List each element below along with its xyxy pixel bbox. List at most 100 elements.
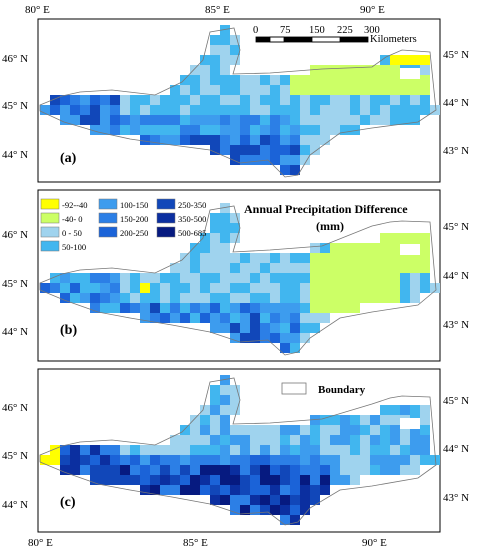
grid-cell <box>220 485 230 495</box>
grid-cell <box>280 293 290 303</box>
grid-cell <box>330 475 340 485</box>
grid-cell <box>230 115 240 125</box>
grid-cell <box>330 465 340 475</box>
grid-cell <box>340 95 350 105</box>
grid-cell <box>220 375 230 385</box>
grid-cell <box>340 75 350 85</box>
grid-cell <box>60 465 70 475</box>
lat-label-44n: 44° N <box>2 499 28 511</box>
grid-cell <box>290 495 300 505</box>
lat-label-44n: 44° N <box>443 270 469 282</box>
grid-cell <box>230 155 240 165</box>
grid-cell <box>190 293 200 303</box>
grid-cell <box>190 85 200 95</box>
grid-cell <box>190 303 200 313</box>
grid-cell <box>160 95 170 105</box>
grid-cell <box>260 95 270 105</box>
grid-cell <box>270 125 280 135</box>
grid-cell <box>160 125 170 135</box>
grid-cell <box>320 425 330 435</box>
grid-cell <box>310 65 320 75</box>
grid-cell <box>130 293 140 303</box>
grid-cell <box>190 263 200 273</box>
grid-cell <box>50 455 60 465</box>
grid-cell <box>170 445 180 455</box>
grid-cell <box>250 273 260 283</box>
grid-cell <box>270 465 280 475</box>
grid-cell <box>160 283 170 293</box>
grid-cell <box>190 253 200 263</box>
grid-cell <box>310 293 320 303</box>
grid-cell <box>220 385 230 395</box>
grid-cell <box>220 233 230 243</box>
grid-cell <box>190 425 200 435</box>
grid-cell <box>240 333 250 343</box>
grid-cell <box>160 303 170 313</box>
grid-cell <box>400 445 410 455</box>
lat-label-43n: 43° N <box>443 319 469 331</box>
grid-cell <box>380 405 390 415</box>
grid-cell <box>400 435 410 445</box>
grid-cell <box>150 455 160 465</box>
grid-cell <box>140 283 150 293</box>
grid-cell <box>140 455 150 465</box>
grid-cell <box>320 243 330 253</box>
grid-cell <box>350 273 360 283</box>
grid-cell <box>310 115 320 125</box>
grid-cell <box>260 485 270 495</box>
grid-cell <box>400 55 410 65</box>
grid-cell <box>320 415 330 425</box>
grid-cell <box>330 283 340 293</box>
grid-cell <box>290 75 300 85</box>
grid-cell <box>60 115 70 125</box>
grid-cell <box>320 85 330 95</box>
grid-cell <box>200 303 210 313</box>
grid-cell <box>370 465 380 475</box>
grid-cell <box>290 515 300 525</box>
grid-cell <box>340 283 350 293</box>
grid-cell <box>310 273 320 283</box>
grid-cell <box>420 105 430 115</box>
grid-cell <box>380 55 390 65</box>
grid-cell <box>410 233 420 243</box>
panel-b-label: (b) <box>60 323 77 338</box>
grid-cell <box>310 145 320 155</box>
grid-cell <box>90 455 100 465</box>
grid-cell <box>60 445 70 455</box>
grid-cell <box>220 455 230 465</box>
grid-cell <box>220 65 230 75</box>
grid-cell <box>140 475 150 485</box>
grid-cell <box>180 425 190 435</box>
grid-cell <box>80 445 90 455</box>
panel-b-frame <box>37 189 441 362</box>
grid-cell <box>200 135 210 145</box>
grid-cell <box>230 253 240 263</box>
grid-cell <box>100 475 110 485</box>
bottom-lon-label-80: 80° E <box>28 537 53 549</box>
grid-cell <box>200 475 210 485</box>
grid-cell <box>50 95 60 105</box>
grid-cell <box>360 115 370 125</box>
grid-cell <box>220 75 230 85</box>
grid-cell <box>60 293 70 303</box>
grid-cell <box>320 115 330 125</box>
grid-cell <box>270 313 280 323</box>
grid-cell <box>290 465 300 475</box>
grid-cell <box>170 273 180 283</box>
grid-cell <box>80 283 90 293</box>
grid-cell <box>330 273 340 283</box>
grid-cell <box>250 495 260 505</box>
lat-label-46n: 46° N <box>2 53 28 65</box>
grid-cell <box>140 313 150 323</box>
grid-cell <box>70 445 80 455</box>
grid-cell <box>60 95 70 105</box>
grid-cell <box>370 75 380 85</box>
grid-cell <box>400 75 410 85</box>
grid-cell <box>60 273 70 283</box>
grid-cell <box>410 85 420 95</box>
top-lon-label-80: 80° E <box>25 4 50 16</box>
grid-cell <box>420 75 430 85</box>
grid-cell <box>230 313 240 323</box>
grid-cell <box>300 445 310 455</box>
grid-cell <box>50 445 60 455</box>
